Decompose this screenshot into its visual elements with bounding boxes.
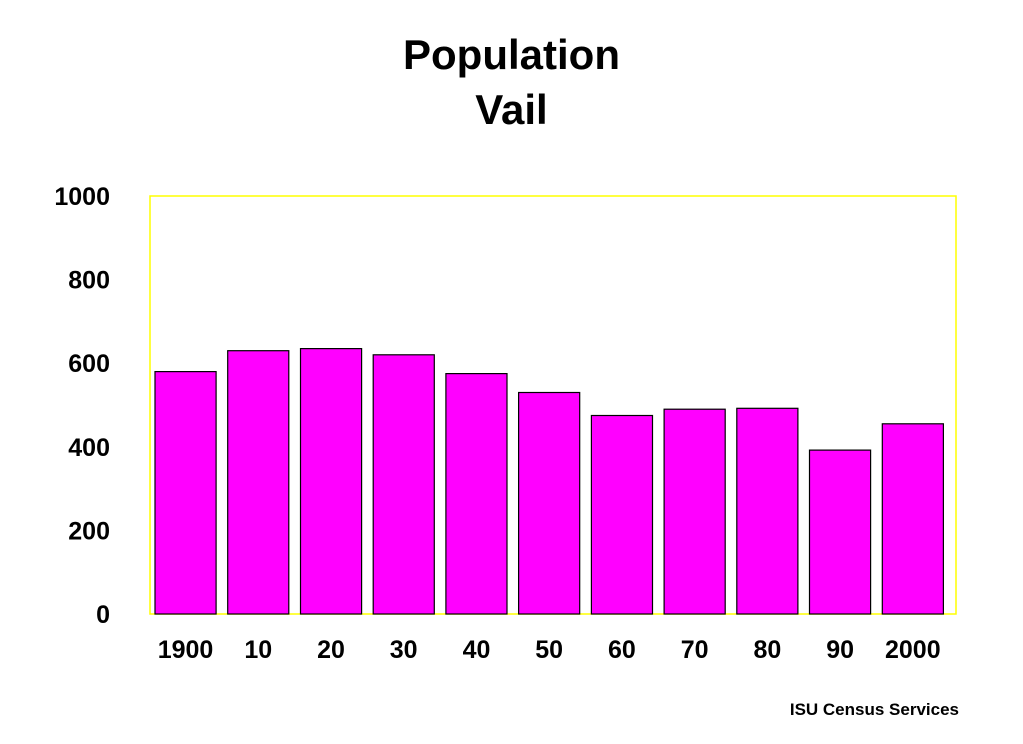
x-tick-label-50: 50	[535, 636, 563, 664]
bar-60	[590, 414, 654, 615]
chart-title-line-1: Population	[403, 31, 620, 78]
bar-10	[227, 350, 290, 615]
y-tick-label-800: 800	[68, 267, 110, 295]
x-tick-label-60: 60	[608, 636, 636, 664]
x-tick-label-30: 30	[390, 636, 418, 664]
bar-90	[808, 449, 872, 615]
x-tick-label-40: 40	[463, 636, 491, 664]
bar-20	[299, 348, 363, 615]
y-tick-label-400: 400	[68, 434, 110, 462]
chart-title-line-2: Vail	[475, 86, 548, 133]
bar-70	[663, 408, 726, 615]
bars	[154, 348, 944, 615]
x-tick-label-2000: 2000	[885, 636, 941, 664]
y-tick-label-200: 200	[68, 517, 110, 545]
x-tick-label-70: 70	[681, 636, 709, 664]
bar-2000	[881, 423, 944, 615]
source-credit: ISU Census Services	[789, 700, 959, 719]
x-tick-label-10: 10	[244, 636, 272, 664]
bar-80	[736, 407, 799, 615]
x-axis-tick-labels: 1900 10 20 30 40 50 60 70 80 90 2000	[158, 636, 941, 664]
y-tick-label-1000: 1000	[54, 183, 110, 211]
bar-50	[517, 391, 581, 615]
bar-30	[372, 354, 435, 615]
y-tick-label-600: 600	[68, 350, 110, 378]
x-tick-label-80: 80	[753, 636, 781, 664]
x-tick-label-20: 20	[317, 636, 345, 664]
x-tick-label-1900: 1900	[158, 636, 214, 664]
bar-1900	[154, 371, 217, 615]
bar-40	[445, 373, 508, 615]
x-tick-label-90: 90	[826, 636, 854, 664]
y-tick-label-0: 0	[96, 601, 110, 629]
y-axis-tick-labels: 0 200 400 600 800 1000	[54, 183, 110, 629]
